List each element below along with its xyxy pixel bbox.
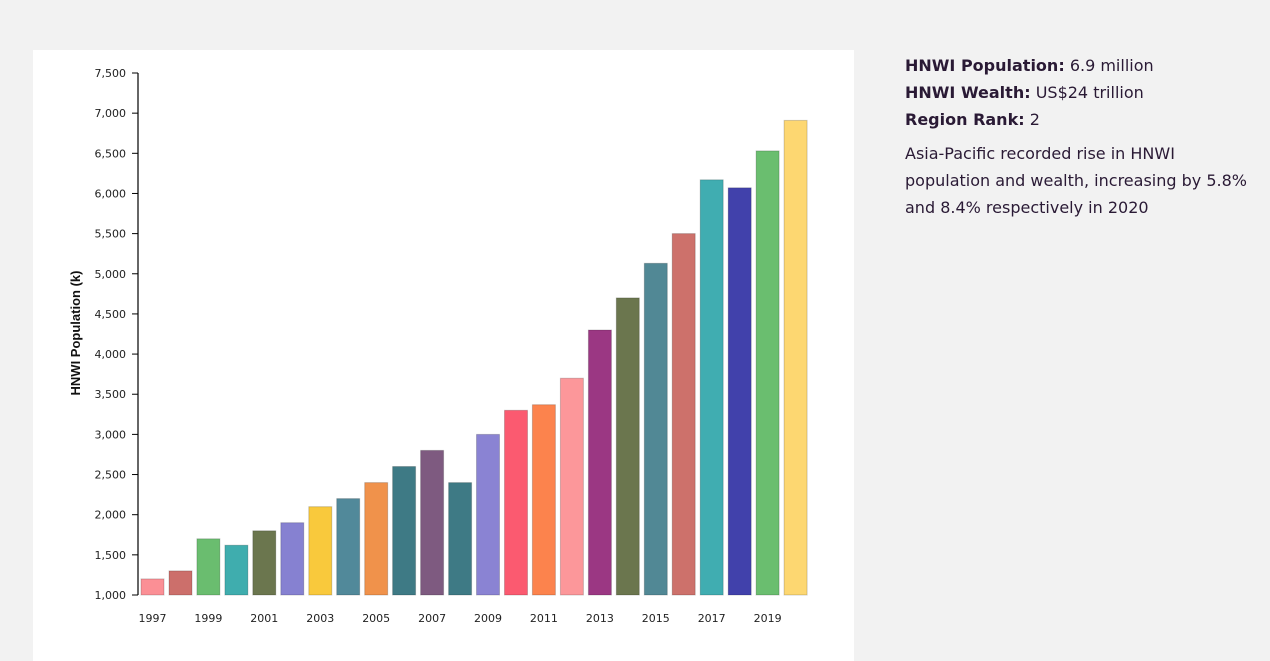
chart-panel: 1,000 1,500 2,000 2,500 3,000 3,500 4,000 4,500… [33, 50, 854, 661]
bar-2019[interactable] [755, 150, 780, 596]
stat-value: 2 [1029, 110, 1040, 129]
stat-label: HNWI Population [905, 56, 1059, 75]
x-tick-label: 2001 [250, 612, 278, 625]
bar-2001[interactable] [252, 530, 277, 596]
x-tick-label: 2007 [418, 612, 446, 625]
y-tick-label: 6,000 [95, 187, 127, 200]
y-axis-title: HNWI Population (k) [68, 271, 83, 396]
summary-text: Asia-Pacific recorded rise in HNWI popul… [905, 144, 1247, 217]
stat-population: HNWI Population: 6.9 million [905, 52, 1265, 79]
stat-label: Region Rank [905, 110, 1019, 129]
info-panel: HNWI Population: 6.9 million HNWI Wealth… [905, 52, 1265, 221]
x-tick-label: 1997 [139, 612, 167, 625]
y-tick-label: 3,500 [95, 388, 127, 401]
x-tick-label: 2017 [698, 612, 726, 625]
bar-2012[interactable] [559, 377, 584, 596]
x-tick-label: 2015 [642, 612, 670, 625]
y-tick-label: 6,500 [95, 147, 127, 160]
bar-2005[interactable] [364, 482, 389, 596]
y-tick-label: 3,000 [95, 428, 127, 441]
y-tick-label: 4,000 [95, 348, 127, 361]
bar-2010[interactable] [504, 409, 528, 596]
y-tick-label: 2,500 [95, 469, 127, 482]
y-tick-label: 1,000 [95, 589, 127, 602]
hnwi-population-bar-chart: 1,000 1,500 2,000 2,500 3,000 3,500 4,000 4,500… [68, 67, 808, 625]
stat-value: US$24 trillion [1035, 83, 1144, 102]
bar-1998[interactable] [168, 570, 193, 596]
bar-2016[interactable] [671, 233, 696, 596]
x-tick-label: 2011 [530, 612, 558, 625]
stat-wealth: HNWI Wealth: US$24 trillion [905, 79, 1265, 106]
y-tick-label: 2,000 [95, 509, 127, 522]
bar-2017[interactable] [699, 179, 724, 596]
y-tick-label: 1,500 [95, 549, 127, 562]
bar-2011[interactable] [531, 404, 556, 596]
bar-2009[interactable] [476, 433, 500, 596]
bar-2002[interactable] [280, 522, 305, 596]
bar-2007[interactable] [420, 449, 445, 596]
x-tick-label: 2005 [362, 612, 390, 625]
bar-2013[interactable] [587, 329, 612, 596]
y-tick-label: 5,000 [95, 268, 127, 281]
stat-label: HNWI Wealth [905, 83, 1025, 102]
y-tick-label: 7,000 [95, 107, 127, 120]
bar-2008[interactable] [448, 482, 473, 596]
x-tick-label: 2009 [474, 612, 502, 625]
stat-region-rank: Region Rank: 2 [905, 106, 1265, 133]
bar-2015[interactable] [643, 262, 668, 596]
bar-1999[interactable] [196, 538, 221, 596]
bar-2000[interactable] [224, 544, 249, 596]
bars [140, 119, 808, 596]
bar-2003[interactable] [308, 506, 333, 596]
x-tick-label: 2003 [306, 612, 334, 625]
x-tick-label: 2013 [586, 612, 614, 625]
stat-value: 6.9 million [1069, 56, 1154, 75]
bar-2014[interactable] [615, 297, 640, 596]
y-axis: 1,000 1,500 2,000 2,500 3,000 3,500 4,000 4,500… [95, 67, 139, 602]
bar-2018[interactable] [727, 187, 752, 596]
stat-colon: : [1058, 56, 1065, 75]
bar-1997[interactable] [140, 578, 165, 596]
x-axis: 1997 1999 2001 2003 2005 2007 2009 2011 2013 2015… [139, 612, 782, 625]
y-tick-label: 4,500 [95, 308, 127, 321]
y-tick-label: 7,500 [95, 67, 127, 80]
bar-2020[interactable] [783, 119, 808, 596]
bar-2006[interactable] [392, 466, 417, 596]
x-tick-label: 1999 [194, 612, 222, 625]
bar-2004[interactable] [336, 498, 361, 596]
x-tick-label: 2019 [754, 612, 782, 625]
y-tick-label: 5,500 [95, 228, 127, 241]
stat-colon: : [1024, 83, 1031, 102]
stat-colon: : [1018, 110, 1025, 129]
